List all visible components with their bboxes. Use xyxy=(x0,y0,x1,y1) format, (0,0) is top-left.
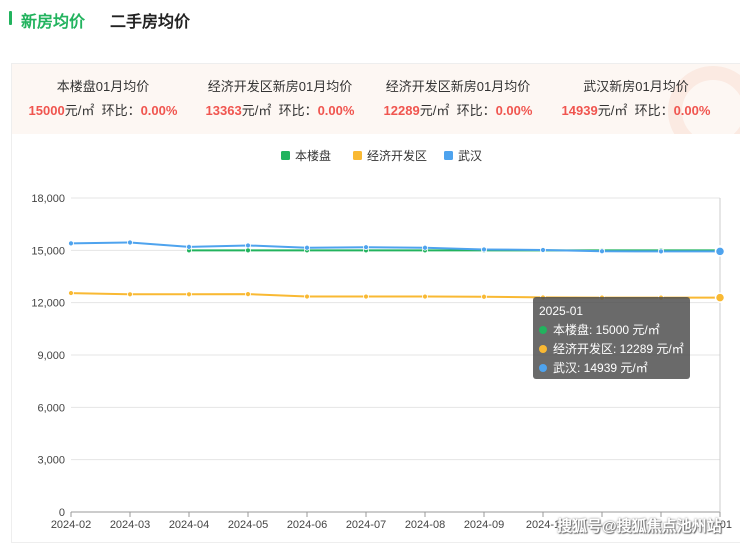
data-point xyxy=(304,293,310,300)
data-point xyxy=(186,291,192,298)
series-dot-icon xyxy=(539,364,547,372)
summary-item-district-new: 经济开发区新房01月均价 12289元/㎡ 环比：0.00% xyxy=(367,78,549,120)
summary-line: 14939元/㎡ 环比：0.00% xyxy=(545,102,727,120)
tab-new-house-price[interactable]: 新房均价 xyxy=(21,14,86,31)
legend-item[interactable]: 经济开发区 xyxy=(353,148,427,163)
tooltip-row-project: 本楼盘: 15000 元/㎡ xyxy=(539,321,684,340)
x-tick-label: 2024-09 xyxy=(464,519,504,531)
y-tick-label: 15,000 xyxy=(31,245,65,257)
summary-price: 14939 xyxy=(561,103,598,118)
tooltip-row-label: 本楼盘: 15000 元/㎡ xyxy=(553,323,660,337)
x-tick-label: 2024-03 xyxy=(110,519,150,531)
summary-title: 经济开发区新房01月均价 xyxy=(207,79,353,94)
price-summary: 本楼盘01月均价 15000元/㎡ 环比：0.00% 经济开发区新房01月均价 … xyxy=(12,64,740,134)
y-tick-label: 9,000 xyxy=(37,350,65,362)
price-panel: 本楼盘01月均价 15000元/㎡ 环比：0.00% 经济开发区新房01月均价 … xyxy=(11,63,740,543)
data-point xyxy=(68,240,74,247)
y-tick-label: 3,000 xyxy=(37,455,65,467)
summary-price: 13363 xyxy=(205,103,242,118)
legend-swatch xyxy=(444,151,453,160)
legend-swatch xyxy=(281,151,290,160)
summary-line: 12289元/㎡ 环比：0.00% xyxy=(367,102,549,120)
legend-swatch xyxy=(353,151,362,160)
series-dot-icon xyxy=(539,345,547,353)
data-point xyxy=(363,293,369,300)
summary-title: 本楼盘01月均价 xyxy=(56,79,150,94)
data-point xyxy=(304,244,310,251)
y-tick-label: 18,000 xyxy=(31,193,65,205)
legend-label: 本楼盘 xyxy=(295,148,331,163)
summary-ratio: 0.00% xyxy=(495,103,533,118)
summary-unit: 元/㎡ xyxy=(419,103,450,118)
tooltip-row-label: 武汉: 14939 元/㎡ xyxy=(553,361,648,375)
legend-label: 经济开发区 xyxy=(367,148,427,163)
summary-ratio-label: 环比： xyxy=(278,103,318,118)
price-tabs: 新房均价 二手房均价 xyxy=(0,0,740,40)
summary-line: 15000元/㎡ 环比：0.00% xyxy=(12,102,194,120)
x-tick-label: 2024-04 xyxy=(169,519,209,531)
x-tick-label: 2024-07 xyxy=(346,519,386,531)
summary-ratio-label: 环比： xyxy=(456,103,496,118)
data-point xyxy=(245,242,251,249)
summary-ratio-label: 环比： xyxy=(101,103,141,118)
summary-line: 13363元/㎡ 环比：0.00% xyxy=(189,102,371,120)
y-tick-label: 0 xyxy=(59,507,65,519)
x-tick-label: 2024-06 xyxy=(287,519,327,531)
x-tick-label: 2024-1 xyxy=(526,519,560,531)
data-point xyxy=(481,293,487,300)
x-tick-label: -01 xyxy=(716,519,732,531)
series-dot-icon xyxy=(539,326,547,334)
data-point xyxy=(714,246,726,257)
tab-second-hand-price[interactable]: 二手房均价 xyxy=(110,14,191,31)
y-tick-label: 12,000 xyxy=(31,298,65,310)
data-point xyxy=(127,291,133,298)
summary-price: 12289 xyxy=(383,103,420,118)
summary-item-project: 本楼盘01月均价 15000元/㎡ 环比：0.00% xyxy=(12,78,194,120)
x-tick-label: 2024-05 xyxy=(228,519,268,531)
summary-ratio: 0.00% xyxy=(673,103,711,118)
data-point xyxy=(714,292,726,303)
summary-item-district: 经济开发区新房01月均价 13363元/㎡ 环比：0.00% xyxy=(189,78,371,120)
tooltip-row-wuhan: 武汉: 14939 元/㎡ xyxy=(539,359,684,378)
summary-unit: 元/㎡ xyxy=(241,103,272,118)
data-point xyxy=(422,293,428,300)
legend-label: 武汉 xyxy=(458,149,482,163)
x-tick-label: 2024-02 xyxy=(51,519,91,531)
data-point xyxy=(245,291,251,298)
tooltip-row-district: 经济开发区: 12289 元/㎡ xyxy=(539,340,684,359)
data-point xyxy=(599,248,605,255)
summary-ratio: 0.00% xyxy=(140,103,178,118)
watermark: 搜狐号@搜狐焦点池州站 xyxy=(557,518,722,535)
summary-title: 武汉新房01月均价 xyxy=(583,79,689,94)
summary-price: 15000 xyxy=(28,103,65,118)
active-tab-marker xyxy=(9,11,12,25)
data-point xyxy=(540,247,546,253)
summary-ratio-label: 环比： xyxy=(634,103,674,118)
legend-item[interactable]: 本楼盘 xyxy=(281,148,331,163)
data-point xyxy=(186,243,192,250)
data-point xyxy=(68,290,74,296)
x-tick-label: 2024-08 xyxy=(405,519,445,531)
data-point xyxy=(481,246,487,253)
y-tick-label: 6,000 xyxy=(37,402,65,414)
summary-unit: 元/㎡ xyxy=(64,103,95,118)
data-point xyxy=(245,247,251,254)
summary-ratio: 0.00% xyxy=(317,103,355,118)
data-point xyxy=(658,248,664,255)
data-point xyxy=(363,244,369,251)
data-point xyxy=(127,239,133,246)
tooltip-title: 2025-01 xyxy=(539,304,584,318)
summary-item-wuhan: 武汉新房01月均价 14939元/㎡ 环比：0.00% xyxy=(545,78,727,120)
summary-unit: 元/㎡ xyxy=(597,103,628,118)
legend-item[interactable]: 武汉 xyxy=(444,149,482,163)
tooltip-row-label: 经济开发区: 12289 元/㎡ xyxy=(553,342,684,356)
data-point xyxy=(422,244,428,251)
chart-tooltip: 2025-01 本楼盘: 15000 元/㎡ 经济开发区: 12289 元/㎡ … xyxy=(533,297,690,379)
summary-title: 经济开发区新房01月均价 xyxy=(385,79,531,94)
series-line-武汉 xyxy=(70,241,720,253)
